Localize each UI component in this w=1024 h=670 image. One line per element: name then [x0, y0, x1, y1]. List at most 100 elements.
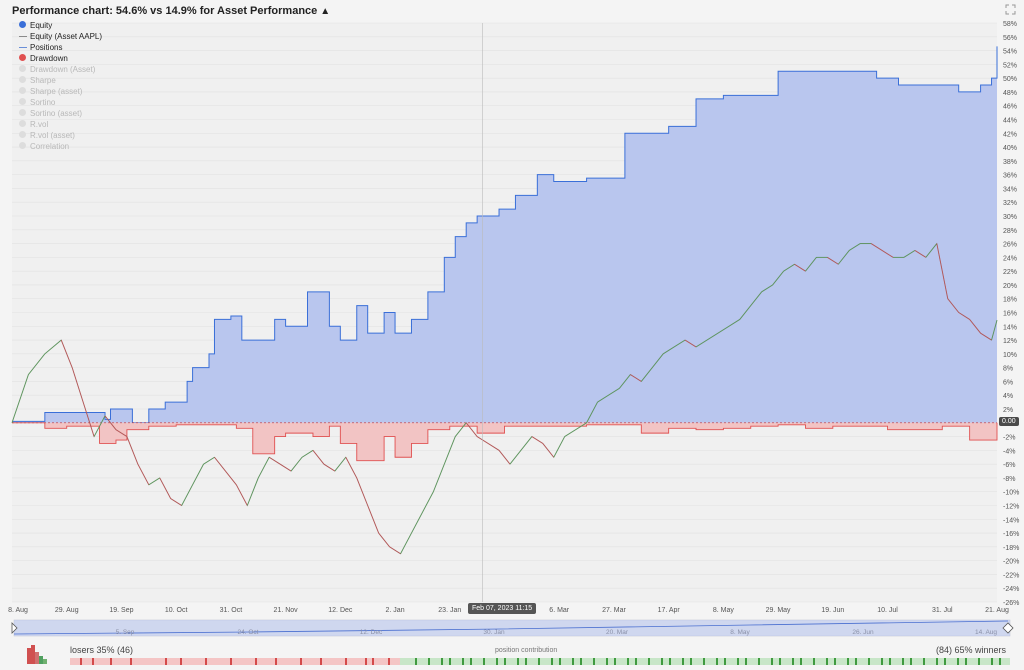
winner-mark: [428, 658, 430, 665]
chart-title-text: Performance chart: 54.6% vs 14.9% for As…: [12, 5, 318, 17]
asset-segment: [432, 463, 445, 492]
asset-segment: [104, 415, 117, 430]
equity-line: [12, 46, 998, 424]
winner-mark: [826, 658, 828, 665]
winner-mark: [868, 658, 870, 665]
legend-item-sharpe[interactable]: Sharpe: [18, 75, 102, 86]
asset-segment: [586, 401, 598, 424]
legend-label: Positions: [30, 43, 63, 52]
x-tick-label: 21. Nov: [274, 607, 299, 614]
winner-mark: [779, 658, 781, 665]
winners-summary: (84) 65% winners: [935, 645, 1006, 655]
x-tick-label: 31. Oct: [220, 607, 243, 614]
asset-segment: [181, 484, 194, 506]
asset-segment: [958, 312, 970, 320]
y-tick-label: 46%: [1003, 104, 1017, 111]
asset-segment: [848, 243, 861, 251]
asset-segment: [126, 436, 139, 465]
legend-item-equity[interactable]: Equity: [18, 20, 102, 31]
winner-mark: [800, 658, 802, 665]
x-tick-label: 8. May: [713, 607, 735, 614]
winner-mark: [724, 658, 726, 665]
asset-segment: [608, 387, 620, 396]
winner-mark: [690, 658, 692, 665]
navigator-label: 24. Oct: [238, 629, 259, 636]
winner-mark: [957, 658, 959, 665]
asset-segment: [400, 532, 412, 554]
y-tick-label: -20%: [1003, 559, 1019, 566]
legend-dot-icon: [18, 141, 27, 152]
x-tick-label: 6. Mar: [549, 607, 570, 614]
legend-item-drawdown-asset[interactable]: Drawdown (Asset): [18, 64, 102, 75]
asset-segment: [553, 436, 566, 458]
legend-label: R.vol (asset): [30, 131, 75, 140]
asset-segment: [761, 284, 773, 293]
legend-item-positions[interactable]: Positions: [18, 42, 102, 53]
legend-item-correlation[interactable]: Correlation: [18, 141, 102, 152]
loser-mark: [205, 658, 207, 665]
x-tick-label: 29. May: [766, 607, 791, 614]
winner-mark: [517, 658, 519, 665]
winner-mark: [944, 658, 946, 665]
asset-segment: [980, 332, 992, 341]
winner-mark: [965, 658, 967, 665]
y-tick-label: -10%: [1003, 490, 1019, 497]
asset-segment: [312, 450, 325, 465]
winner-mark: [635, 658, 637, 665]
current-value-badge: 0.00: [999, 417, 1019, 426]
winner-mark: [669, 658, 671, 665]
winner-mark: [661, 658, 663, 665]
loser-mark: [230, 658, 232, 665]
warning-triangle-icon[interactable]: ▲: [320, 6, 331, 17]
x-tick-label: 12. Dec: [328, 607, 353, 614]
winner-mark: [415, 658, 417, 665]
asset-segment: [11, 374, 29, 423]
legend-dot-icon: [18, 64, 27, 75]
asset-segment: [203, 456, 215, 465]
winner-mark: [881, 658, 883, 665]
asset-segment: [750, 291, 763, 306]
asset-segment: [290, 456, 303, 472]
histogram-bar: [43, 659, 47, 664]
winner-mark: [910, 658, 912, 665]
legend-item-r-vol[interactable]: R.vol: [18, 119, 102, 130]
asset-segment: [411, 512, 423, 534]
drawdown-line: [12, 422, 998, 462]
x-tick-label: 19. Jun: [821, 607, 844, 614]
winner-mark: [813, 658, 815, 665]
asset-segment: [805, 257, 817, 272]
legend-dot-icon: [18, 119, 27, 130]
y-tick-label: -26%: [1003, 600, 1019, 607]
winner-mark: [525, 658, 527, 665]
asset-segment: [969, 319, 981, 334]
legend-dot-icon: [18, 75, 27, 86]
asset-segment: [531, 436, 544, 444]
navigator-right-handle[interactable]: [1002, 622, 1014, 634]
legend-item-sortino[interactable]: Sortino: [18, 97, 102, 108]
asset-segment: [597, 394, 609, 403]
legend-label: Sharpe (asset): [30, 87, 83, 96]
y-tick-label: 56%: [1003, 35, 1017, 42]
y-tick-label: 58%: [1003, 21, 1017, 28]
fullscreen-icon[interactable]: [1005, 4, 1016, 15]
y-tick-label: -22%: [1003, 572, 1019, 579]
asset-segment: [827, 256, 839, 265]
legend-item-equity-asset-aapl[interactable]: Equity (Asset AAPL): [18, 31, 102, 42]
loser-mark: [92, 658, 94, 665]
navigator-left-handle[interactable]: [11, 622, 18, 634]
y-tick-label: 48%: [1003, 90, 1017, 97]
legend-item-sharpe-asset[interactable]: Sharpe (asset): [18, 86, 102, 97]
asset-segment: [257, 457, 270, 479]
y-tick-label: -8%: [1003, 476, 1015, 483]
legend-item-r-vol-asset[interactable]: R.vol (asset): [18, 130, 102, 141]
y-tick-label: 12%: [1003, 338, 1017, 345]
winner-mark: [923, 658, 925, 665]
asset-segment: [148, 477, 161, 486]
winner-mark: [792, 658, 794, 665]
y-tick-label: 52%: [1003, 62, 1017, 69]
legend-item-sortino-asset[interactable]: Sortino (asset): [18, 108, 102, 119]
legend-item-drawdown[interactable]: Drawdown: [18, 53, 102, 64]
legend-dot-icon: [18, 86, 27, 97]
asset-segment: [334, 456, 347, 472]
